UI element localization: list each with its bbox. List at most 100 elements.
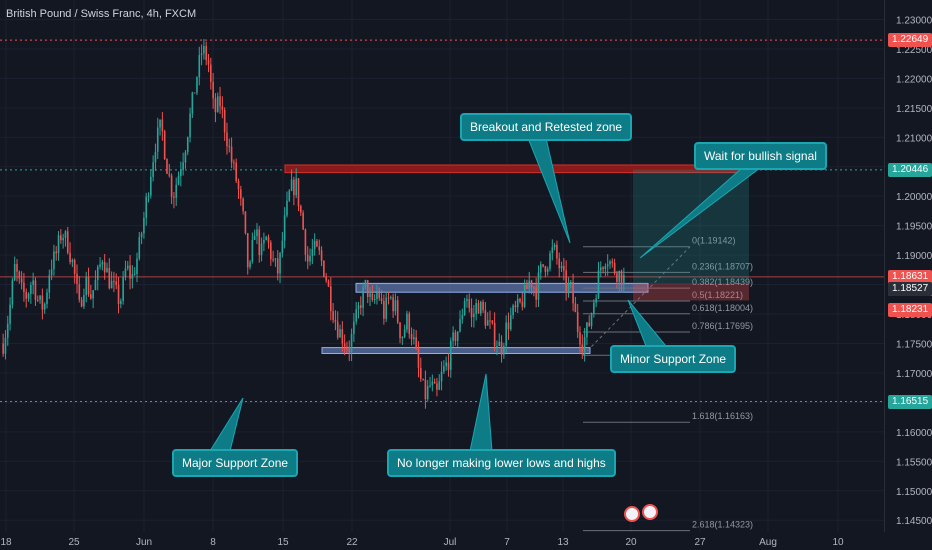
candle-body <box>581 344 584 352</box>
callout-major-support[interactable]: Major Support Zone <box>172 449 299 477</box>
candle-body <box>389 297 392 299</box>
candle-body <box>66 231 69 253</box>
candle-body <box>168 173 171 176</box>
candle-body <box>198 55 201 78</box>
candle-body <box>484 310 487 326</box>
candle-body <box>214 98 217 113</box>
candle-body <box>623 274 625 285</box>
callout-wait[interactable]: Wait for bullish signal <box>694 142 827 170</box>
y-tick-label: 1.15500 <box>896 457 932 468</box>
candle-body <box>519 298 521 302</box>
x-tick-label: 25 <box>68 537 80 548</box>
candle-body <box>221 106 224 110</box>
candle-body <box>475 303 477 314</box>
candle-body <box>207 60 210 65</box>
y-tick-label: 1.14500 <box>896 516 932 527</box>
candle-body <box>140 233 143 238</box>
candle-body <box>290 179 293 191</box>
price-tag: 1.18231 <box>888 303 932 318</box>
candle-body <box>479 301 482 314</box>
y-tick-label: 1.17500 <box>896 339 932 350</box>
candle-body <box>16 263 18 272</box>
candle-body <box>401 337 404 339</box>
candle-body <box>53 251 55 270</box>
candle-body <box>539 264 542 273</box>
candle-body <box>106 267 108 273</box>
candle-body <box>452 332 454 341</box>
candle-body <box>80 299 83 307</box>
candle-body <box>96 266 99 281</box>
callout-pointer <box>527 137 571 244</box>
event-icon <box>624 506 640 522</box>
callout-breakout[interactable]: Breakout and Retested zone <box>460 113 633 141</box>
y-tick-label: 1.21500 <box>896 104 932 115</box>
candle-body <box>60 235 62 241</box>
candle-body <box>85 276 88 296</box>
candle-body <box>83 295 85 307</box>
y-tick-label: 1.21000 <box>896 133 932 144</box>
candle-body <box>503 345 505 355</box>
x-tick-label: Jul <box>444 537 457 548</box>
callout-minor-support[interactable]: Minor Support Zone <box>610 345 737 373</box>
candle-body <box>362 287 364 308</box>
candle-body <box>369 293 371 297</box>
candle-body <box>593 302 595 314</box>
candle-body <box>353 321 355 334</box>
candle-body <box>20 278 23 283</box>
y-tick-label: 1.20000 <box>896 192 932 203</box>
candle-body <box>447 362 450 370</box>
candle-body <box>13 263 16 281</box>
candle-body <box>145 196 148 218</box>
candle-body <box>309 255 311 262</box>
candle-body <box>346 346 348 350</box>
candle-body <box>295 178 298 196</box>
candle-body <box>279 253 281 274</box>
callout-no-longer[interactable]: No longer making lower lows and highs <box>387 449 616 477</box>
y-tick-label: 1.17000 <box>896 369 932 380</box>
candle-body <box>426 385 429 400</box>
candle-body <box>565 270 567 291</box>
candle-body <box>549 253 551 269</box>
candle-body <box>87 276 90 295</box>
candle-body <box>175 184 178 198</box>
y-tick-label: 1.16000 <box>896 428 932 439</box>
candle-body <box>143 217 145 234</box>
candle-body <box>466 299 468 301</box>
candle-body <box>500 341 503 355</box>
candle-body <box>36 299 39 301</box>
candle-body <box>350 333 353 352</box>
candle-body <box>415 337 417 349</box>
candle-body <box>302 212 304 230</box>
candle-body <box>463 300 466 316</box>
candle-body <box>417 348 420 368</box>
candle-body <box>186 137 189 153</box>
candle-body <box>313 240 316 250</box>
candle-body <box>590 313 593 326</box>
candle-body <box>99 264 101 267</box>
candle-body <box>613 262 616 274</box>
candle-body <box>48 275 51 293</box>
y-tick-label: 1.22500 <box>896 45 932 56</box>
fib-label: 0.786(1.17695) <box>692 321 753 331</box>
candle-body <box>253 236 256 240</box>
candle-body <box>440 371 443 382</box>
event-icons <box>624 504 658 522</box>
candle-body <box>27 293 30 299</box>
candle-body <box>170 175 173 197</box>
candle-body <box>138 237 141 259</box>
candle-body <box>184 152 187 163</box>
candle-body <box>454 332 457 342</box>
candle-body <box>392 297 394 312</box>
candle-body <box>567 283 570 291</box>
candle-body <box>30 284 32 294</box>
candle-body <box>551 247 554 254</box>
candle-body <box>115 281 118 285</box>
candle-body <box>150 176 152 196</box>
candle-body <box>43 303 46 310</box>
candle-body <box>283 215 286 241</box>
candle-body <box>394 300 397 312</box>
x-tick-label: 18 <box>0 537 12 548</box>
candle-body <box>120 300 122 304</box>
candle-body <box>193 92 196 94</box>
